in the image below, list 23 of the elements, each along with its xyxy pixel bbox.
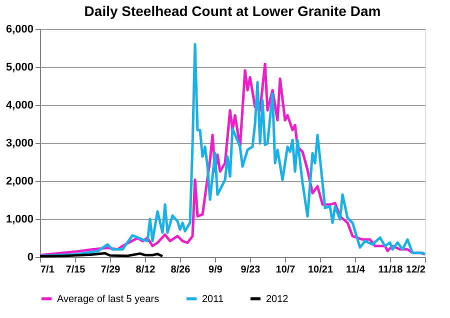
legend-label: 2011 bbox=[202, 294, 224, 305]
x-tick-label: 7/1 bbox=[40, 264, 55, 276]
y-tick-label: 1,000 bbox=[6, 214, 34, 226]
y-tick-label: 6,000 bbox=[6, 24, 34, 36]
x-tick-label: 9/23 bbox=[240, 264, 261, 276]
x-tick-label: 11/18 bbox=[378, 264, 404, 276]
x-tick-label: 7/15 bbox=[66, 264, 86, 276]
x-tick-label: 8/12 bbox=[136, 264, 156, 276]
y-tick-label: 0 bbox=[27, 252, 34, 264]
x-tick-label: 8/26 bbox=[170, 264, 191, 276]
x-tick-label: 9/9 bbox=[208, 264, 223, 276]
y-tick-label: 4,000 bbox=[6, 100, 34, 112]
x-tick-label: 11/4 bbox=[346, 264, 366, 276]
y-tick-label: 2,000 bbox=[6, 176, 34, 188]
legend-label: 2012 bbox=[266, 294, 289, 305]
x-tick-label: 10/21 bbox=[308, 264, 334, 276]
x-tick-label: 7/29 bbox=[100, 264, 121, 276]
x-tick-label: 12/2 bbox=[406, 264, 426, 276]
y-tick-label: 5,000 bbox=[6, 62, 34, 74]
x-tick-label: 10/7 bbox=[276, 264, 296, 276]
y-tick-label: 3,000 bbox=[6, 138, 34, 150]
legend-label: Average of last 5 years bbox=[57, 294, 160, 305]
chart-title: Daily Steelhead Count at Lower Granite Dam bbox=[84, 3, 381, 19]
